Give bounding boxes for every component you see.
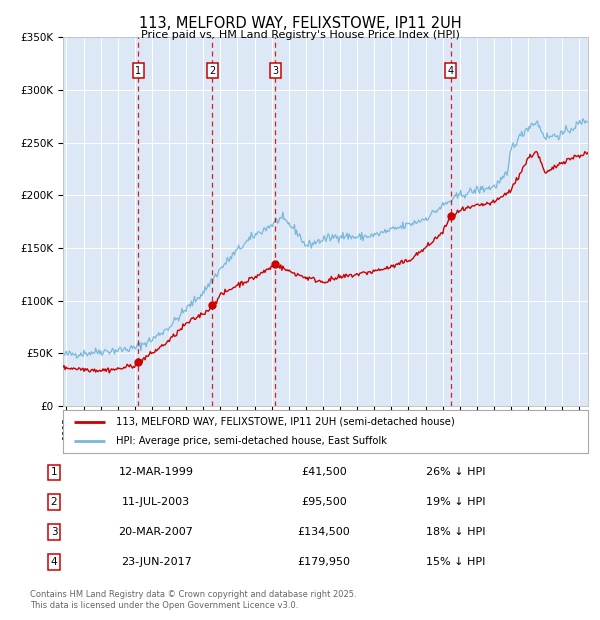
Text: 12-MAR-1999: 12-MAR-1999 — [119, 467, 193, 477]
Text: 2: 2 — [209, 66, 215, 76]
Text: HPI: Average price, semi-detached house, East Suffolk: HPI: Average price, semi-detached house,… — [115, 436, 386, 446]
Text: 18% ↓ HPI: 18% ↓ HPI — [426, 527, 486, 537]
Text: Price paid vs. HM Land Registry's House Price Index (HPI): Price paid vs. HM Land Registry's House … — [140, 30, 460, 40]
Text: 23-JUN-2017: 23-JUN-2017 — [121, 557, 191, 567]
Text: 4: 4 — [448, 66, 454, 76]
Text: 4: 4 — [50, 557, 58, 567]
Text: 2: 2 — [50, 497, 58, 507]
Text: Contains HM Land Registry data © Crown copyright and database right 2025.
This d: Contains HM Land Registry data © Crown c… — [30, 590, 356, 609]
Text: 20-MAR-2007: 20-MAR-2007 — [119, 527, 193, 537]
Text: 26% ↓ HPI: 26% ↓ HPI — [426, 467, 486, 477]
Text: £134,500: £134,500 — [298, 527, 350, 537]
Text: £41,500: £41,500 — [301, 467, 347, 477]
Text: 113, MELFORD WAY, FELIXSTOWE, IP11 2UH (semi-detached house): 113, MELFORD WAY, FELIXSTOWE, IP11 2UH (… — [115, 417, 454, 427]
Text: 1: 1 — [135, 66, 142, 76]
Text: £95,500: £95,500 — [301, 497, 347, 507]
Text: 19% ↓ HPI: 19% ↓ HPI — [426, 497, 486, 507]
Text: 15% ↓ HPI: 15% ↓ HPI — [427, 557, 485, 567]
Text: 3: 3 — [272, 66, 278, 76]
Text: 1: 1 — [50, 467, 58, 477]
Text: 113, MELFORD WAY, FELIXSTOWE, IP11 2UH: 113, MELFORD WAY, FELIXSTOWE, IP11 2UH — [139, 16, 461, 30]
Text: 3: 3 — [50, 527, 58, 537]
Text: £179,950: £179,950 — [298, 557, 350, 567]
Text: 11-JUL-2003: 11-JUL-2003 — [122, 497, 190, 507]
